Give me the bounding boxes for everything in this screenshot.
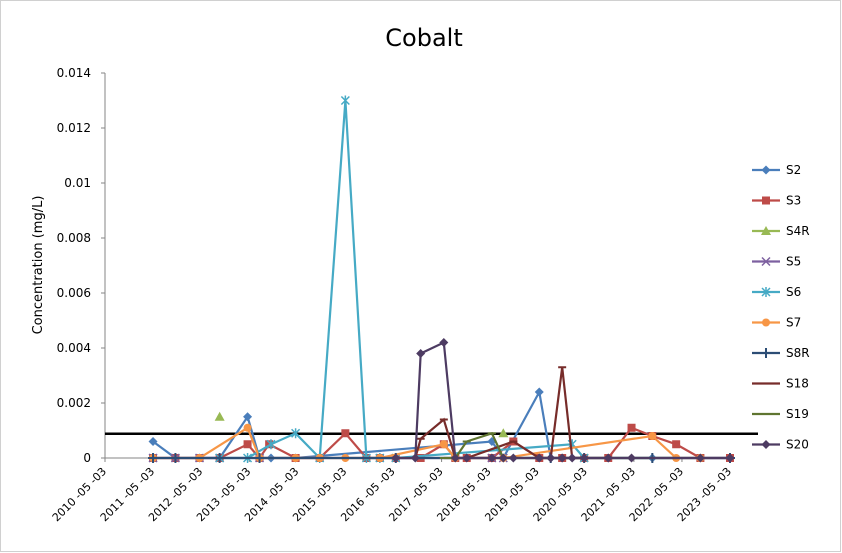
marker [148, 453, 159, 463]
marker [340, 95, 350, 106]
marker [416, 349, 426, 358]
marker [534, 387, 544, 397]
marker [672, 440, 681, 449]
y-axis-label: Concentration (mg/L) [31, 196, 46, 335]
legend-label: S6 [786, 285, 801, 299]
marker [148, 437, 158, 446]
legend-marker [762, 196, 770, 205]
y-tick-label: 0.006 [57, 286, 91, 300]
marker [508, 453, 518, 463]
y-tick-label: 0.014 [57, 66, 91, 80]
marker [534, 453, 544, 463]
marker [170, 453, 181, 463]
marker [627, 453, 637, 463]
legend-label: S7 [786, 316, 801, 330]
legend-label: S5 [786, 255, 801, 269]
marker [214, 411, 225, 421]
marker [487, 453, 497, 463]
y-tick-label: 0.002 [57, 396, 91, 410]
y-tick-label: 0 [83, 451, 91, 465]
legend-marker [761, 440, 771, 449]
marker [627, 423, 636, 432]
marker [648, 432, 657, 440]
y-tick-label: 0.008 [57, 231, 91, 245]
marker [243, 440, 252, 449]
legend-label: S4R [786, 224, 810, 238]
y-tick-label: 0.012 [57, 121, 91, 135]
marker [462, 453, 472, 463]
marker [695, 453, 705, 463]
marker [450, 453, 460, 463]
marker [567, 453, 577, 463]
marker [266, 439, 276, 450]
legend-label: S3 [786, 194, 801, 208]
marker [214, 453, 225, 463]
legend-marker [761, 287, 771, 297]
marker [498, 428, 509, 438]
marker [603, 453, 613, 463]
marker [410, 453, 420, 463]
legend-marker [761, 256, 771, 267]
marker [439, 338, 449, 347]
legend-marker [761, 348, 771, 358]
marker [579, 453, 589, 463]
chart-title: Cobalt [385, 24, 462, 52]
y-tick-label: 0.004 [57, 341, 91, 355]
marker [291, 428, 301, 439]
series-line [153, 426, 730, 460]
marker [243, 423, 252, 432]
marker [391, 453, 401, 463]
y-tick-label: 0.01 [64, 176, 91, 190]
marker [725, 453, 735, 463]
legend-marker [761, 226, 771, 235]
legend-label: S8R [786, 346, 810, 360]
marker [243, 412, 253, 422]
marker [546, 453, 556, 463]
legend-label: S18 [786, 377, 809, 391]
marker [498, 453, 508, 463]
legend-label: S19 [786, 407, 809, 421]
marker [439, 440, 448, 449]
legend-marker [762, 318, 770, 327]
marker [557, 453, 567, 463]
legend-label: S20 [786, 438, 809, 452]
legend-label: S2 [786, 163, 801, 177]
marker [254, 453, 265, 463]
legend-marker [761, 165, 771, 175]
marker [341, 429, 350, 438]
